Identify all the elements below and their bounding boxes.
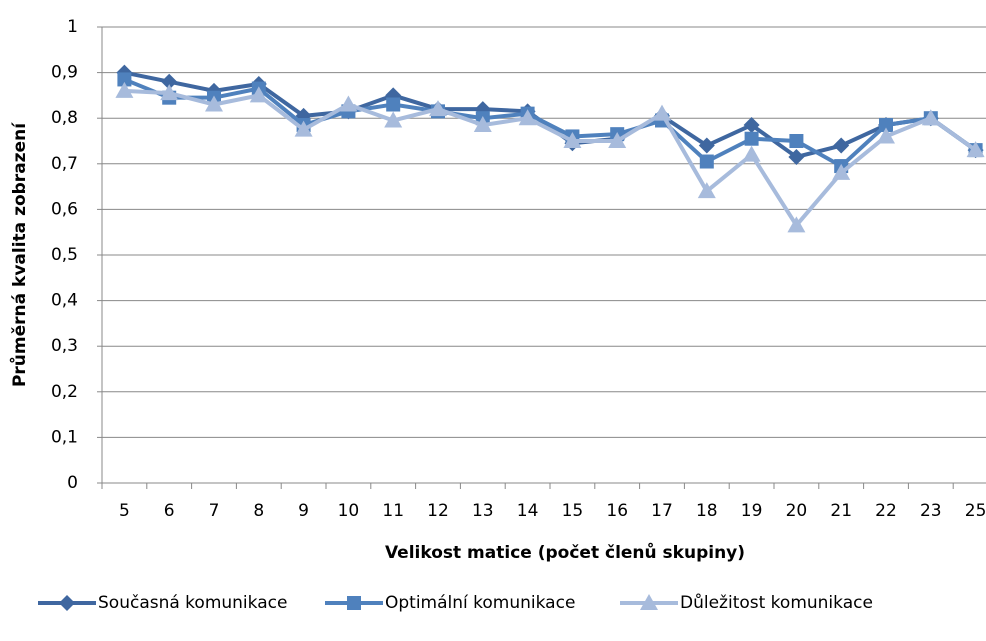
point [789,134,804,148]
y-tick-label: 0,8 [51,108,78,128]
point [966,141,985,158]
x-tick-label: 25 [965,501,986,521]
point [653,104,671,121]
x-tick-label: 7 [209,501,220,521]
x-tick-label: 17 [651,501,673,521]
point [699,154,714,169]
x-tick-label: 5 [119,501,130,521]
legend-marker [347,596,361,610]
y-tick-label: 0,7 [51,154,78,174]
series-line [124,70,977,160]
x-tick-label: 18 [696,501,718,521]
x-tick-label: 13 [472,501,494,521]
x-tick-label: 23 [920,501,942,521]
point [473,116,492,133]
y-tick-label: 0,5 [51,245,78,265]
point [788,148,805,165]
point [386,97,401,112]
legend-marker [640,594,658,610]
point [921,109,940,126]
point [117,72,132,87]
x-tick-label: 16 [606,501,628,521]
y-tick-label: 0 [67,473,78,493]
point [249,86,268,103]
point [608,132,627,148]
legend-label: Optimální komunikace [385,593,575,613]
legend-label: Současná komunikace [98,593,287,613]
y-tick-label: 0,4 [51,291,78,311]
x-tick-label: 9 [298,501,309,521]
x-tick-label: 8 [253,501,264,521]
x-tick-label: 19 [741,501,763,521]
x-tick-label: 6 [164,501,175,521]
y-tick-label: 0,3 [51,336,78,356]
legend-marker [59,595,75,611]
x-axis-title: Velikost matice (počet členů skupiny) [385,541,745,563]
point [742,145,761,162]
point [518,109,537,126]
x-tick-label: 15 [562,501,584,521]
y-tick-label: 0,2 [51,382,78,402]
point [787,216,806,233]
point [744,131,759,146]
point [743,117,760,134]
y-tick-label: 0,1 [51,427,78,447]
x-tick-label: 21 [830,501,852,521]
point [563,132,582,148]
x-tick-label: 20 [786,501,808,521]
point [698,137,715,154]
point [160,84,179,101]
point [161,73,178,90]
point [115,81,134,98]
point [697,182,716,199]
legend-label: Důležitost komunikace [680,593,873,613]
point [879,118,893,133]
point [832,163,851,180]
y-tick-label: 0,9 [51,63,78,83]
x-tick-label: 12 [427,501,449,521]
x-tick-label: 11 [382,501,404,521]
x-tick-label: 14 [517,501,539,521]
y-tick-label: 1 [67,17,78,37]
point [877,127,895,144]
point [429,100,447,117]
point [833,137,850,154]
point [339,95,358,112]
point [294,120,313,137]
series-line [123,77,977,169]
x-tick-label: 10 [338,501,360,521]
x-tick-label: 22 [875,501,897,521]
point [205,95,223,112]
y-tick-label: 0,6 [51,199,78,219]
point [384,111,403,128]
y-axis-title: Průměrná kvalita zobrazení [8,122,30,387]
